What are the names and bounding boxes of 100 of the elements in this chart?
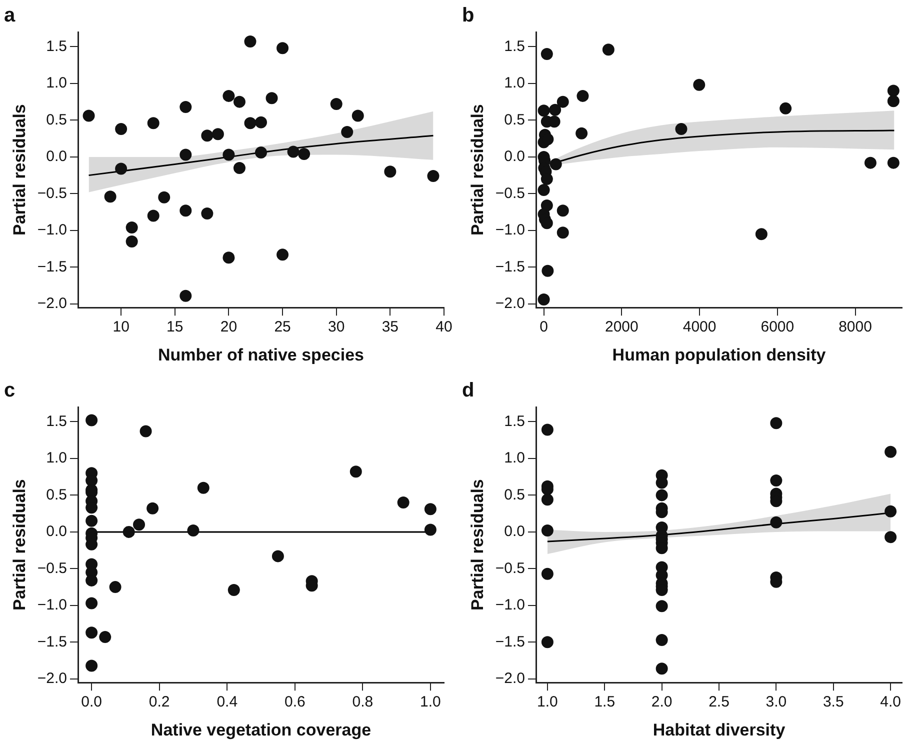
chart-title: a [4, 4, 16, 27]
x-axis-title: Human population density [612, 345, 826, 364]
x-axis-title: Habitat diversity [652, 720, 786, 740]
point [233, 96, 246, 108]
point [427, 170, 440, 182]
point [424, 503, 436, 516]
point [556, 96, 569, 108]
point [656, 489, 668, 502]
x-tick-label: 0 [540, 318, 548, 336]
point [538, 294, 550, 306]
point [272, 550, 284, 562]
y-tick-label: 1.5 [46, 38, 68, 55]
y-tick-label: −1.0 [495, 222, 526, 239]
point [541, 494, 554, 506]
y-tick-label: 1.5 [46, 412, 68, 430]
point [212, 128, 224, 140]
point [780, 102, 792, 114]
point [884, 505, 897, 518]
point [397, 496, 410, 509]
point [147, 210, 160, 222]
x-tick-label: 2000 [604, 318, 638, 336]
x-tick-label: 3.0 [766, 694, 787, 711]
point [99, 631, 112, 644]
point [115, 123, 128, 136]
x-tick-label: 0.4 [216, 694, 238, 711]
point [122, 526, 135, 538]
x-tick-label: 0.6 [284, 694, 306, 711]
point [864, 156, 876, 169]
point [86, 514, 98, 527]
x-tick-label: 1.5 [594, 694, 616, 711]
x-tick-label: 8000 [838, 318, 872, 336]
x-axis-title: Native vegetation coverage [150, 720, 372, 740]
point [384, 166, 396, 178]
x-tick-label: 40 [436, 318, 452, 336]
x-tick-label: 15 [166, 318, 184, 336]
x-tick-label: 4.0 [880, 694, 901, 711]
point [352, 110, 364, 122]
point [147, 117, 160, 130]
point [201, 130, 214, 142]
x-tick-label: 20 [220, 318, 238, 336]
y-tick-label: 0.5 [504, 486, 526, 504]
point [770, 516, 782, 528]
point [133, 518, 146, 531]
point [350, 466, 362, 478]
point [82, 110, 95, 122]
point [86, 626, 98, 639]
x-tick-label: 35 [382, 318, 399, 336]
point [104, 190, 116, 203]
point [255, 146, 268, 159]
y-tick-label: −1.5 [495, 258, 526, 276]
y-tick-label: −1.0 [37, 222, 68, 239]
point [576, 90, 589, 102]
y-tick-label: 0.5 [504, 111, 526, 128]
point [693, 78, 706, 91]
point [884, 446, 897, 458]
point [180, 290, 192, 302]
point [86, 414, 98, 426]
x-tick-label: 4000 [682, 318, 716, 336]
x-tick-label: 30 [328, 318, 345, 336]
point [244, 117, 256, 130]
point [187, 524, 200, 536]
point [180, 204, 192, 217]
chart-title: b [462, 4, 474, 27]
point [541, 568, 554, 580]
point [576, 127, 588, 140]
point [541, 636, 554, 648]
x-axis-title: Number of native species [158, 345, 364, 364]
x-tick-label: 0.2 [148, 694, 170, 711]
x-tick-label: 3.5 [822, 694, 844, 711]
y-tick-label: −1.0 [37, 596, 68, 614]
point [255, 116, 268, 128]
y-axis-title: Partial residuals [10, 479, 29, 610]
point [755, 228, 768, 240]
point [550, 158, 562, 170]
x-tick-label: 25 [274, 318, 291, 336]
y-axis-title: Partial residuals [10, 104, 29, 236]
point [656, 600, 668, 612]
y-tick-label: 1.0 [504, 450, 526, 467]
point [233, 162, 246, 174]
y-tick-label: 1.5 [504, 412, 526, 430]
x-tick-label: 0.0 [81, 694, 102, 711]
y-axis-title: Partial residuals [468, 479, 487, 610]
point [146, 502, 159, 514]
point [770, 474, 782, 486]
y-tick-label: −0.5 [37, 560, 68, 577]
point [86, 660, 98, 672]
point [602, 44, 614, 56]
point [538, 184, 550, 196]
point [887, 95, 900, 108]
y-tick-label: 1.0 [46, 74, 68, 92]
point [222, 90, 235, 102]
y-tick-label: −0.5 [37, 184, 68, 202]
y-tick-label: 0.0 [504, 148, 526, 166]
y-tick-label: −2.0 [495, 295, 526, 312]
point [126, 221, 138, 234]
point [244, 36, 256, 48]
point [887, 156, 900, 169]
y-tick-label: 1.0 [46, 450, 68, 467]
point [540, 48, 553, 60]
point [276, 248, 289, 261]
